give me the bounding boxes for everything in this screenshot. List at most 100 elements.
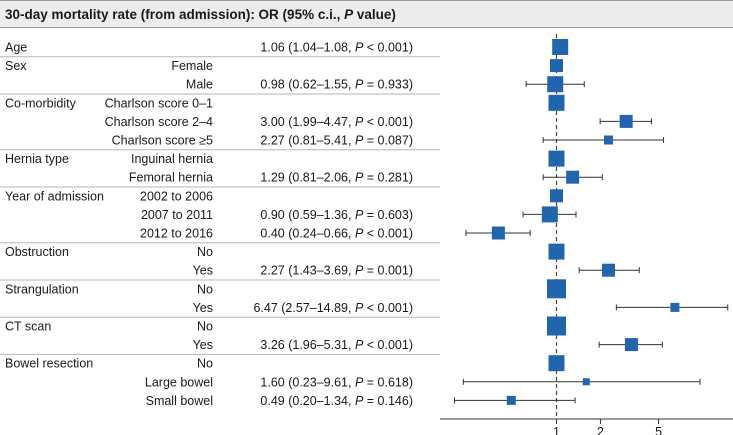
or-point-box [541,206,558,223]
row-or-text: 2.27 (1.43–3.69, P = 0.001) [260,264,413,278]
x-axis-tick-label: 2 [597,425,604,435]
p-symbol: P [355,171,364,185]
row-variable-label: Age [5,41,27,55]
p-symbol: P [355,264,364,278]
or-point-box [547,76,564,93]
chart-title-bar: 30-day mortality rate (from admission): … [0,0,733,28]
p-value-text: < 0.001) [363,115,413,129]
row-variable-label: Year of admission [5,189,104,203]
or-point-box [550,189,563,203]
row-level-label: Large bowel [145,375,213,389]
chart-title-suffix: value) [353,7,396,22]
p-symbol: P [355,394,364,408]
p-symbol: P [355,115,364,129]
or-point-box [601,263,615,277]
row-level-label: Yes [193,338,213,352]
row-level-label: Inguinal hernia [131,152,213,166]
row-level-label: Femoral hernia [129,171,213,185]
row-or-text: 1.29 (0.81–2.06, P = 0.281) [260,171,413,185]
or-value-text: 1.60 (0.23–9.61, [260,375,355,389]
chart-title-p: P [344,7,354,22]
p-value-text: < 0.001) [363,41,413,55]
row-or-text: 0.49 (0.20–1.34, P = 0.146) [260,394,413,408]
row-level-label: No [197,282,213,296]
row-or-text: 0.40 (0.24–0.66, P < 0.001) [260,227,413,241]
or-value-text: 0.49 (0.20–1.34, [260,394,355,408]
row-variable-label: CT scan [5,320,51,334]
row-or-text: 0.90 (0.59–1.36, P = 0.603) [260,208,413,222]
p-value-text: = 0.933) [363,78,413,92]
or-value-text: 3.00 (1.99–4.47, [260,115,355,129]
row-level-label: Charlson score 0–1 [105,96,213,110]
p-symbol: P [355,41,364,55]
p-value-text: = 0.001) [363,264,413,278]
p-value-text: < 0.001) [363,301,413,315]
p-value-text: = 0.087) [363,134,413,148]
p-symbol: P [355,227,364,241]
chart-title-prefix: 30-day mortality rate (from admission): … [5,7,345,22]
row-or-text: 1.60 (0.23–9.61, P = 0.618) [260,375,413,389]
or-point-box [547,316,566,336]
row-level-label: 2012 to 2016 [140,227,213,241]
p-symbol: P [355,375,364,389]
or-value-text: 6.47 (2.57–14.89, [253,301,354,315]
row-level-label: Male [186,78,213,92]
p-value-text: = 0.146) [363,394,413,408]
or-point-box [548,355,565,372]
or-value-text: 0.40 (0.24–0.66, [260,227,355,241]
row-or-text: 0.98 (0.62–1.55, P = 0.933) [260,78,413,92]
row-or-text: 1.06 (1.04–1.08, P < 0.001) [260,41,413,55]
row-level-label: Charlson score 2–4 [105,115,213,129]
row-or-text: 2.27 (0.81–5.41, P = 0.087) [260,134,413,148]
row-level-label: Yes [193,301,213,315]
row-or-text: 3.00 (1.99–4.47, P < 0.001) [260,115,413,129]
or-point-box [506,395,516,405]
or-point-box [552,39,569,55]
p-symbol: P [355,301,364,315]
or-point-box [550,59,563,73]
or-value-text: 1.29 (0.81–2.06, [260,171,355,185]
or-point-box [670,302,680,312]
x-axis-tick-label: 5 [655,425,662,435]
or-point-box [491,226,505,240]
p-value-text: < 0.001) [363,338,413,352]
row-level-label: 2007 to 2011 [141,208,213,222]
row-level-label: No [197,357,213,371]
row-variable-label: Co-morbidity [5,96,77,110]
or-value-text: 1.06 (1.04–1.08, [260,41,355,55]
or-point-box [619,114,633,128]
or-point-box [548,150,565,167]
p-symbol: P [355,338,364,352]
row-level-label: Small bowel [146,394,213,408]
row-variable-label: Strangulation [5,282,79,296]
or-point-box [547,279,566,299]
row-variable-label: Sex [5,59,27,73]
row-level-label: 2002 to 2006 [140,189,213,203]
or-value-text: 2.27 (1.43–3.69, [260,264,355,278]
p-value-text: = 0.281) [363,171,413,185]
row-level-label: Female [171,59,213,73]
p-value-text: < 0.001) [363,227,413,241]
or-value-text: 0.98 (0.62–1.55, [260,78,355,92]
or-value-text: 2.27 (0.81–5.41, [260,134,355,148]
x-axis-tick-label: 1 [553,425,560,435]
p-symbol: P [355,134,364,148]
p-value-text: = 0.603) [363,208,413,222]
row-or-text: 3.26 (1.96–5.31, P < 0.001) [260,338,413,352]
row-or-text: 6.47 (2.57–14.89, P < 0.001) [253,301,413,315]
row-variable-label: Obstruction [5,245,69,259]
p-symbol: P [355,208,364,222]
or-point-box [603,135,613,145]
row-level-label: Yes [193,264,213,278]
or-value-text: 0.90 (0.59–1.36, [260,208,355,222]
row-level-label: No [197,320,213,334]
or-point-box [566,170,580,184]
or-value-text: 3.26 (1.96–5.31, [260,338,355,352]
row-variable-label: Hernia type [5,152,69,166]
p-value-text: = 0.618) [363,375,413,389]
or-point-box [548,94,565,111]
row-level-label: No [197,245,213,259]
row-variable-label: Bowel resection [5,357,93,371]
or-point-box [624,338,638,352]
